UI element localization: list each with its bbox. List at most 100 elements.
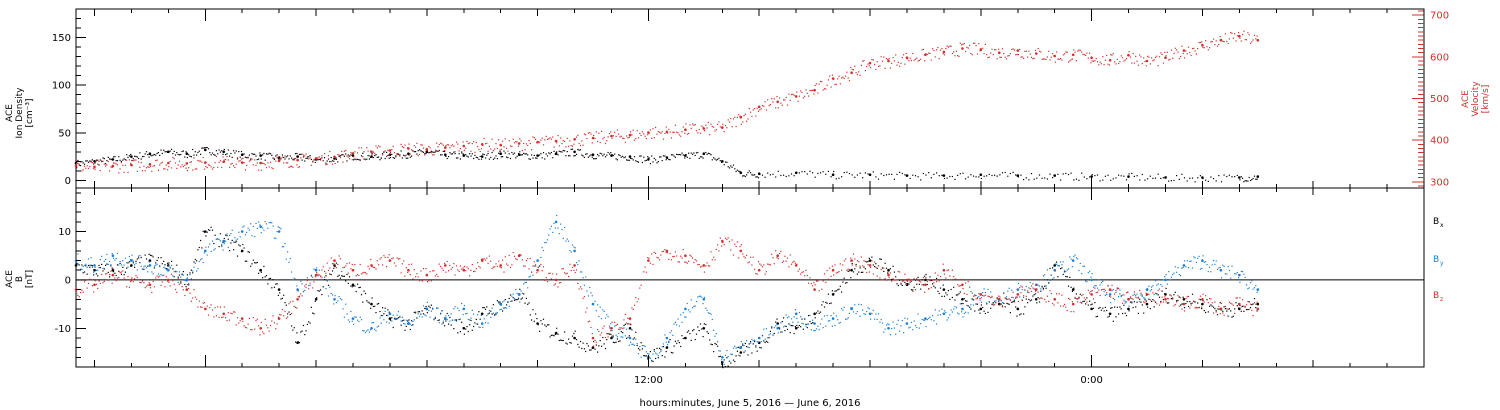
velocity-sample bbox=[796, 91, 798, 93]
bx-sample bbox=[87, 264, 90, 267]
bz-sample bbox=[138, 279, 140, 281]
bz-sample bbox=[802, 271, 804, 273]
bx-sample bbox=[590, 349, 592, 351]
bx-sample bbox=[430, 304, 432, 306]
bz-sample bbox=[356, 274, 359, 276]
by-sample bbox=[1231, 265, 1233, 267]
velocity-sample bbox=[903, 54, 905, 56]
bx-sample bbox=[1116, 306, 1118, 308]
bz-sample bbox=[506, 263, 508, 265]
by-sample bbox=[660, 350, 662, 352]
by-sample bbox=[678, 325, 680, 327]
bz-sample bbox=[523, 265, 525, 267]
bx-sample bbox=[338, 274, 340, 276]
bz-sample bbox=[321, 269, 323, 271]
bz-sample bbox=[746, 254, 748, 257]
bz-point bbox=[850, 259, 853, 262]
velocity-sample bbox=[1083, 54, 1085, 56]
velocity-sample bbox=[1127, 54, 1129, 57]
density-sample bbox=[502, 156, 504, 158]
bz-sample bbox=[557, 286, 559, 288]
bx-sample bbox=[296, 332, 298, 334]
bx-sample bbox=[458, 318, 460, 321]
bx-sample bbox=[342, 275, 344, 277]
bx-sample bbox=[552, 334, 554, 336]
bz-sample bbox=[1025, 295, 1027, 297]
bz-sample bbox=[666, 252, 669, 254]
by-sample bbox=[217, 238, 219, 240]
density-sample bbox=[293, 158, 295, 160]
bx-sample bbox=[1227, 315, 1229, 317]
bz-sample bbox=[558, 282, 560, 284]
by-sample bbox=[388, 322, 390, 324]
by-sample bbox=[746, 340, 748, 342]
by-sample bbox=[579, 271, 582, 273]
bz-sample bbox=[822, 280, 824, 282]
velocity-sample bbox=[988, 56, 990, 58]
density-sample bbox=[418, 149, 421, 151]
density-tick-label: 0 bbox=[65, 176, 71, 187]
bz-sample bbox=[325, 272, 327, 274]
by-sample bbox=[449, 320, 451, 322]
bx-sample bbox=[862, 271, 864, 273]
density-point bbox=[499, 152, 503, 155]
bz-sample bbox=[571, 266, 574, 269]
by-sample bbox=[603, 310, 605, 312]
velocity-sample bbox=[775, 107, 777, 109]
bx-sample bbox=[682, 337, 684, 340]
bx-sample bbox=[1214, 308, 1216, 310]
bx-sample bbox=[502, 310, 504, 312]
bx-sample bbox=[528, 302, 530, 304]
bz-sample bbox=[554, 283, 556, 285]
by-sample bbox=[181, 273, 183, 275]
bz-sample bbox=[314, 276, 316, 278]
bx-sample bbox=[1085, 303, 1087, 305]
bz-sample bbox=[236, 317, 239, 319]
velocity-sample bbox=[1228, 38, 1230, 40]
density-sample bbox=[128, 155, 130, 157]
bz-sample bbox=[1110, 296, 1112, 298]
bx-sample bbox=[1198, 306, 1200, 309]
bz-sample bbox=[681, 257, 683, 259]
bz-sample bbox=[788, 266, 790, 268]
density-sample bbox=[283, 156, 285, 159]
bx-sample bbox=[1007, 303, 1009, 305]
velocity-sample bbox=[362, 156, 364, 158]
velocity-sample bbox=[1216, 45, 1219, 47]
by-sample bbox=[868, 308, 870, 310]
bz-point bbox=[831, 268, 835, 272]
bz-sample bbox=[640, 284, 642, 286]
velocity-sample bbox=[1178, 58, 1180, 60]
bz-sample bbox=[823, 273, 826, 275]
by-sample bbox=[105, 258, 107, 260]
density-sample bbox=[188, 154, 190, 156]
density-sample bbox=[223, 148, 225, 151]
bx-sample bbox=[717, 345, 719, 347]
bz-sample bbox=[109, 274, 111, 276]
by-sample bbox=[614, 325, 616, 327]
velocity-sample bbox=[504, 138, 506, 140]
bz-sample bbox=[765, 271, 767, 273]
bx-sample bbox=[1038, 301, 1041, 303]
bz-sample bbox=[135, 275, 137, 277]
by-sample bbox=[786, 317, 789, 319]
bx-sample bbox=[1028, 298, 1030, 300]
velocity-sample bbox=[1042, 58, 1044, 60]
bx-sample bbox=[842, 281, 844, 283]
bz-sample bbox=[418, 280, 421, 282]
velocity-sample bbox=[723, 131, 725, 133]
density-sample bbox=[1128, 173, 1130, 175]
bz-point bbox=[333, 259, 336, 262]
bz-sample bbox=[1210, 298, 1212, 300]
bz-sample bbox=[682, 248, 684, 251]
density-sample bbox=[81, 161, 83, 163]
density-sample bbox=[379, 159, 381, 161]
bz-sample bbox=[1187, 295, 1190, 297]
bz-sample bbox=[812, 285, 814, 287]
density-sample bbox=[872, 171, 874, 173]
by-sample bbox=[451, 319, 454, 321]
bz-sample bbox=[1040, 297, 1042, 299]
density-sample bbox=[490, 156, 492, 158]
bx-sample bbox=[490, 310, 492, 312]
by-sample bbox=[272, 225, 274, 227]
